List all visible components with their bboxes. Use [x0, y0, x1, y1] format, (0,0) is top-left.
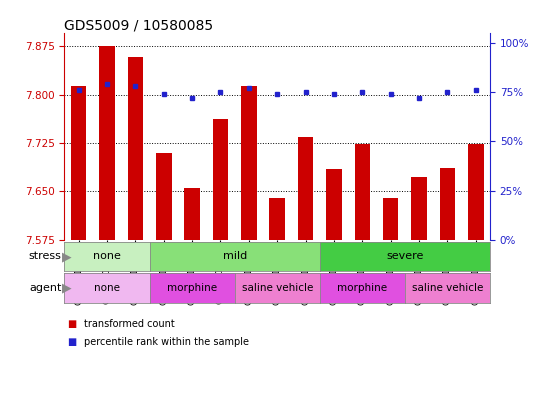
Text: saline vehicle: saline vehicle	[412, 283, 483, 293]
Bar	[184, 187, 200, 240]
Text: stress: stress	[29, 252, 62, 261]
Text: transformed count: transformed count	[84, 319, 175, 329]
Text: morphine: morphine	[337, 283, 388, 293]
Text: ■: ■	[67, 319, 77, 329]
Bar	[411, 177, 427, 240]
Bar	[269, 198, 285, 240]
Bar	[298, 136, 314, 240]
Text: severe: severe	[386, 252, 423, 261]
Text: percentile rank within the sample: percentile rank within the sample	[84, 337, 249, 347]
Text: none: none	[93, 252, 121, 261]
Text: morphine: morphine	[167, 283, 217, 293]
Text: ▶: ▶	[62, 250, 72, 263]
Bar	[326, 169, 342, 240]
Bar	[128, 57, 143, 240]
Bar	[354, 144, 370, 240]
Bar	[156, 153, 171, 240]
Bar	[383, 198, 399, 240]
Text: GDS5009 / 10580085: GDS5009 / 10580085	[64, 18, 213, 32]
Text: ■: ■	[67, 337, 77, 347]
Text: agent: agent	[29, 283, 62, 293]
Bar	[440, 167, 455, 240]
Bar	[241, 86, 256, 240]
Bar	[99, 46, 115, 240]
Bar	[468, 144, 484, 240]
Bar	[213, 119, 228, 240]
Text: saline vehicle: saline vehicle	[241, 283, 313, 293]
Bar	[71, 86, 86, 240]
Text: mild: mild	[222, 252, 247, 261]
Text: ▶: ▶	[62, 281, 72, 294]
Text: none: none	[94, 283, 120, 293]
